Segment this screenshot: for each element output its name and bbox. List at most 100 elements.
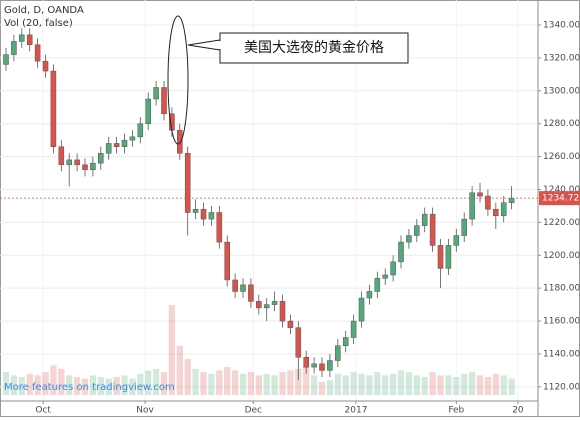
- candle-body: [279, 301, 286, 322]
- candle-body: [121, 139, 128, 147]
- y-tick-label: 1220.000: [543, 218, 580, 228]
- candle-body: [500, 202, 507, 217]
- candle-body: [240, 284, 246, 292]
- callout-box: [219, 32, 409, 64]
- candle-body: [485, 195, 491, 210]
- x-tick-label: Feb: [448, 406, 464, 416]
- volume-bar: [239, 373, 247, 395]
- footer-link[interactable]: More features on tradingview.com: [4, 382, 175, 393]
- x-tick-label: Oct: [35, 406, 51, 416]
- candle-body: [287, 320, 294, 328]
- candle-body: [382, 274, 388, 279]
- candle-body: [58, 146, 65, 166]
- candle-body: [177, 130, 183, 154]
- volume-pane: [2, 305, 515, 395]
- volume-bar: [42, 372, 49, 395]
- volume-bar: [58, 368, 65, 395]
- candle-body: [161, 87, 167, 115]
- candle-body: [248, 284, 254, 302]
- y-tick-label: 1120.000: [543, 382, 580, 392]
- candle-body: [303, 356, 309, 368]
- candle-body: [208, 212, 215, 220]
- callout-text: 美国大选夜的黄金价格: [244, 39, 384, 56]
- candle-body: [105, 143, 112, 154]
- volume-bar: [121, 375, 128, 395]
- volume-bar: [500, 375, 507, 395]
- volume-bar: [137, 373, 144, 395]
- volume-bar: [445, 375, 452, 395]
- volume-bar: [192, 368, 199, 395]
- volume-bar: [405, 372, 413, 395]
- volume-bar: [326, 380, 334, 395]
- candle-body: [429, 213, 436, 246]
- x-tick-label: Dec: [245, 406, 262, 416]
- volume-bar: [374, 372, 381, 395]
- y-tick-label: 1320.000: [543, 53, 580, 63]
- candle-body: [90, 162, 96, 170]
- candle-body: [224, 241, 230, 281]
- volume-bar: [279, 372, 286, 395]
- grid: [0, 0, 538, 401]
- candle-body: [113, 143, 120, 147]
- volume-bar: [334, 373, 341, 395]
- volume-bar: [366, 375, 373, 395]
- volume-bar: [389, 373, 397, 395]
- candle-body: [493, 208, 499, 217]
- volume-bar: [247, 372, 255, 395]
- volume-bar: [342, 375, 349, 395]
- candle-body: [342, 337, 349, 346]
- volume-bar: [287, 370, 294, 395]
- candle-body: [335, 345, 341, 361]
- y-tick-label: 1280.000: [543, 119, 580, 129]
- candle-body: [366, 291, 373, 299]
- candle-body: [200, 208, 207, 220]
- volume-bar: [303, 365, 310, 395]
- indicator-label: Vol (20, false): [4, 18, 73, 29]
- volume-bar: [461, 373, 468, 395]
- candle-body: [232, 279, 238, 292]
- volume-bar: [508, 378, 515, 395]
- candle-body: [11, 41, 17, 55]
- volume-bar: [10, 375, 18, 395]
- volume-bar: [176, 345, 183, 395]
- volume-bar: [73, 377, 81, 395]
- volume-bar: [310, 375, 318, 395]
- candle-body: [414, 225, 420, 236]
- x-tick-label: 2017: [345, 406, 368, 416]
- volume-bar: [453, 377, 460, 395]
- last-price-box: [539, 191, 580, 206]
- candle-body: [390, 261, 396, 276]
- candle-body: [42, 60, 49, 72]
- candle-body: [311, 363, 317, 368]
- y-tick-label: 1340.000: [543, 21, 580, 31]
- candle-body: [129, 136, 136, 141]
- candle-body: [374, 278, 381, 292]
- candle-body: [137, 123, 144, 138]
- volume-bar: [255, 375, 262, 395]
- candle-body: [3, 54, 9, 65]
- volume-bar: [113, 377, 120, 395]
- x-tick-label: 20: [512, 406, 524, 416]
- volume-bar: [97, 377, 104, 395]
- volume-bar: [145, 370, 152, 395]
- volume-bar: [476, 375, 484, 395]
- candle-body: [98, 153, 104, 164]
- volume-bar: [89, 375, 97, 395]
- volume-bar: [484, 377, 492, 395]
- volume-bar: [350, 372, 357, 395]
- candle-body: [50, 70, 57, 147]
- candle-body: [421, 213, 428, 226]
- chart-title: Gold, D, OANDA: [4, 5, 84, 16]
- volume-bar: [263, 373, 270, 395]
- candle-body: [453, 235, 460, 246]
- candle-body: [263, 304, 270, 309]
- candle-body: [477, 192, 483, 197]
- candle-body: [34, 44, 41, 62]
- candle-body: [19, 34, 25, 42]
- candle-body: [319, 363, 325, 371]
- volume-bar: [184, 359, 191, 395]
- volume-bar: [50, 365, 57, 395]
- volume-bar: [34, 375, 41, 395]
- volume-bar: [152, 368, 160, 395]
